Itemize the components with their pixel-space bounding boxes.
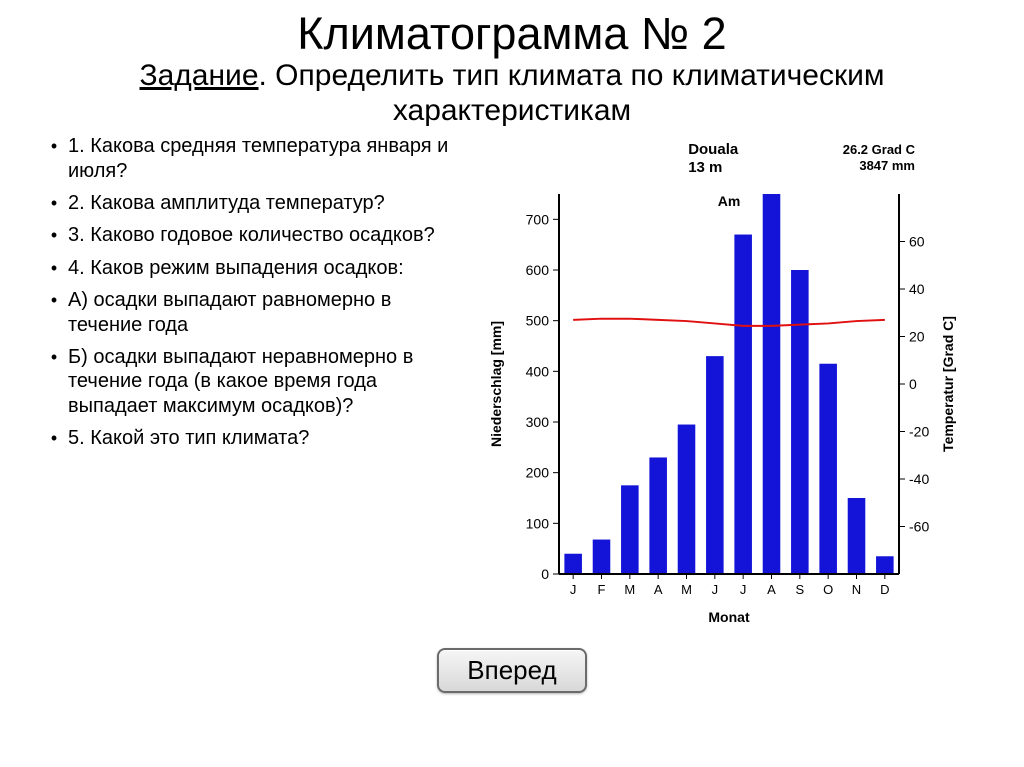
svg-text:Monat: Monat (708, 609, 750, 625)
chart-svg: Douala13 m26.2 Grad C3847 mmAm0100200300… (464, 134, 984, 644)
svg-text:M: M (624, 582, 635, 597)
subtitle: Задание. Определить тип климата по клима… (40, 59, 984, 128)
svg-text:A: A (767, 582, 776, 597)
subtitle-rest: . Определить тип климата по климатически… (259, 59, 885, 127)
bullet-icon: • (40, 256, 68, 280)
forward-button[interactable]: Вперед (437, 648, 586, 693)
list-item: •4. Каков режим выпадения осадков: (40, 256, 454, 280)
bullet-icon: • (40, 191, 68, 215)
question-text: 4. Каков режим выпадения осадков: (68, 256, 454, 280)
svg-text:400: 400 (526, 364, 550, 380)
title: Климатограмма № 2 (40, 10, 984, 57)
button-row: Вперед (40, 648, 984, 693)
subtitle-underlined: Задание (140, 59, 259, 92)
svg-text:M: M (681, 582, 692, 597)
question-list: •1. Какова средняя температура января и … (40, 134, 464, 644)
svg-text:600: 600 (526, 262, 550, 278)
list-item: •1. Какова средняя температура января и … (40, 134, 454, 183)
svg-text:100: 100 (526, 516, 550, 532)
svg-text:Niederschlag [mm]: Niederschlag [mm] (488, 321, 504, 447)
svg-text:26.2 Grad C: 26.2 Grad C (843, 142, 916, 157)
svg-text:Douala: Douala (688, 141, 739, 158)
svg-text:J: J (570, 582, 577, 597)
svg-text:500: 500 (526, 313, 550, 329)
question-text: 5. Какой это тип климата? (68, 426, 454, 450)
svg-text:S: S (795, 582, 804, 597)
svg-text:O: O (823, 582, 833, 597)
svg-text:13 m: 13 m (688, 159, 722, 176)
svg-text:Am: Am (718, 193, 741, 209)
bullet-icon: • (40, 134, 68, 158)
svg-text:-60: -60 (909, 519, 929, 535)
svg-text:-20: -20 (909, 424, 929, 440)
list-item: •Б) осадки выпадают неравномерно в течен… (40, 345, 454, 418)
svg-text:D: D (880, 582, 889, 597)
list-item: •2. Какова амплитуда температур? (40, 191, 454, 215)
climograph-chart: Douala13 m26.2 Grad C3847 mmAm0100200300… (464, 134, 984, 644)
question-text: 2. Какова амплитуда температур? (68, 191, 454, 215)
svg-text:300: 300 (526, 414, 550, 430)
svg-text:A: A (654, 582, 663, 597)
list-item: •5. Какой это тип климата? (40, 426, 454, 450)
slide: Климатограмма № 2 Задание. Определить ти… (0, 0, 1024, 767)
svg-text:J: J (712, 582, 719, 597)
svg-text:700: 700 (526, 212, 550, 228)
bullet-icon: • (40, 223, 68, 247)
svg-text:F: F (598, 582, 606, 597)
list-item: •А) осадки выпадают равномерно в течение… (40, 288, 454, 337)
svg-text:N: N (852, 582, 861, 597)
svg-text:-40: -40 (909, 471, 929, 487)
question-text: 3. Каково годовое количество осадков? (68, 223, 454, 247)
svg-text:J: J (740, 582, 747, 597)
content-row: •1. Какова средняя температура января и … (40, 134, 984, 644)
svg-text:200: 200 (526, 465, 550, 481)
question-text: 1. Какова средняя температура января и и… (68, 134, 454, 183)
svg-text:60: 60 (909, 234, 925, 250)
bullet-icon: • (40, 426, 68, 450)
question-text: А) осадки выпадают равномерно в течение … (68, 288, 454, 337)
question-text: Б) осадки выпадают неравномерно в течени… (68, 345, 454, 418)
svg-text:0: 0 (909, 376, 917, 392)
svg-text:20: 20 (909, 329, 925, 345)
svg-text:3847 mm: 3847 mm (859, 158, 915, 173)
svg-text:40: 40 (909, 281, 925, 297)
svg-text:0: 0 (541, 566, 549, 582)
svg-text:Temperatur [Grad C]: Temperatur [Grad C] (940, 316, 956, 452)
bullet-icon: • (40, 288, 68, 312)
bullet-icon: • (40, 345, 68, 369)
list-item: •3. Каково годовое количество осадков? (40, 223, 454, 247)
